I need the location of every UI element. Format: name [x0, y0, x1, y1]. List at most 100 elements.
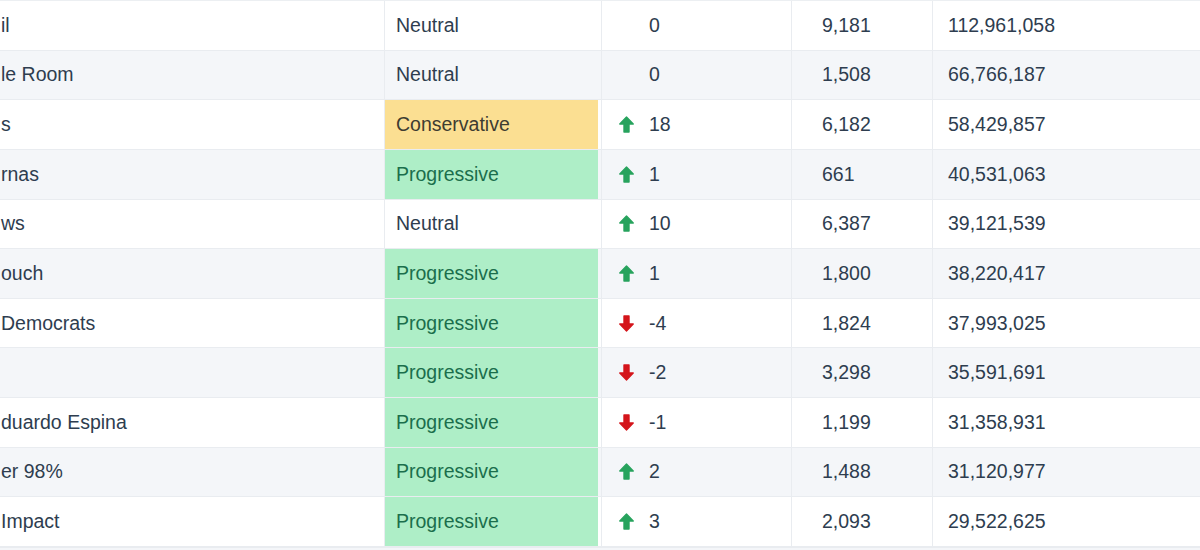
- reach-cell: 35,591,691: [932, 348, 1200, 397]
- interactions-cell: 6,182: [791, 100, 932, 149]
- reach-cell: 31,358,931: [932, 398, 1200, 447]
- interactions-cell: 6,387: [791, 200, 932, 249]
- change-value: 2: [649, 460, 660, 483]
- reach-cell: 38,220,417: [932, 249, 1200, 298]
- bias-cell: Progressive: [384, 249, 601, 298]
- table-row[interactable]: Impact Progressive 3 2,093 29,522,625: [0, 497, 1200, 547]
- change-value: -2: [649, 361, 666, 384]
- table-row[interactable]: wsNeutral106,38739,121,539: [0, 200, 1200, 250]
- change-value: 1: [649, 163, 660, 186]
- outlet-name: le Room: [1, 63, 74, 86]
- outlet-name: s: [1, 113, 11, 136]
- interactions-value: 2,093: [822, 510, 871, 533]
- interactions-cell: 1,488: [791, 448, 932, 497]
- outlet-name: Democrats: [1, 312, 95, 335]
- outlet-name: duardo Espina: [1, 411, 127, 434]
- bias-cell: Progressive: [384, 150, 601, 199]
- interactions-cell: 1,824: [791, 299, 932, 348]
- outlet-name: ouch: [1, 262, 43, 285]
- change-value: 1: [649, 262, 660, 285]
- outlet-name: ws: [1, 212, 25, 235]
- change-cell: 1: [601, 150, 791, 199]
- bias-cell: Progressive: [384, 497, 601, 546]
- change-cell: 1: [601, 249, 791, 298]
- bias-cell: Neutral: [384, 200, 601, 249]
- interactions-cell: 2,093: [791, 497, 932, 546]
- table-row[interactable]: ouch Progressive 1 1,80038,220,417: [0, 249, 1200, 299]
- interactions-value: 9,181: [822, 14, 871, 37]
- reach-value: 66,766,187: [948, 63, 1046, 86]
- reach-value: 40,531,063: [948, 163, 1046, 186]
- interactions-cell: 1,800: [791, 249, 932, 298]
- trend-down-icon: [619, 364, 649, 382]
- bias-cell: Conservative: [384, 100, 601, 149]
- table-row[interactable]: rnas Progressive 1 661 40,531,063: [0, 150, 1200, 200]
- table-row[interactable]: s Conservative186,182 58,429,857: [0, 100, 1200, 150]
- change-value: 3: [649, 510, 660, 533]
- change-cell: 0: [601, 1, 791, 50]
- interactions-value: 1,199: [822, 411, 871, 434]
- bias-cell: Progressive: [384, 348, 601, 397]
- reach-value: 29,522,625: [948, 510, 1046, 533]
- outlet-name: rnas: [1, 163, 39, 186]
- outlet-name-cell: le Room: [0, 51, 384, 100]
- reach-value: 39,121,539: [948, 212, 1046, 235]
- interactions-cell: 661: [791, 150, 932, 199]
- interactions-value: 1,508: [822, 63, 871, 86]
- outlet-name-cell: il: [0, 1, 384, 50]
- interactions-value: 6,387: [822, 212, 871, 235]
- change-cell: 0: [601, 51, 791, 100]
- outlet-name: er 98%: [1, 460, 63, 483]
- interactions-value: 661: [822, 163, 855, 186]
- reach-value: 31,120,977: [948, 460, 1046, 483]
- bias-label: Neutral: [385, 51, 598, 100]
- reach-value: 37,993,025: [948, 312, 1046, 335]
- outlet-name: il: [1, 14, 10, 37]
- bias-label: Progressive: [385, 249, 598, 298]
- reach-cell: 39,121,539: [932, 200, 1200, 249]
- interactions-cell: 1,508: [791, 51, 932, 100]
- trend-up-icon: [619, 116, 649, 134]
- table-row[interactable]: le Room Neutral 0 1,508 66,766,187: [0, 51, 1200, 101]
- bias-label: Neutral: [385, 200, 598, 249]
- outlet-name: Impact: [1, 510, 60, 533]
- trend-up-icon: [619, 165, 649, 183]
- change-value: -4: [649, 312, 666, 335]
- change-cell: -1: [601, 398, 791, 447]
- trend-up-icon: [619, 264, 649, 282]
- reach-cell: 37,993,025: [932, 299, 1200, 348]
- outlets-table: il Neutral 0 9,181 112,961,058 le Room Neutral…: [0, 0, 1200, 550]
- bias-cell: Progressive: [384, 299, 601, 348]
- reach-cell: 112,961,058: [932, 1, 1200, 50]
- outlet-name-cell: s: [0, 100, 384, 149]
- bias-cell: Neutral: [384, 51, 601, 100]
- reach-value: 31,358,931: [948, 411, 1046, 434]
- interactions-value: 1,488: [822, 460, 871, 483]
- table-row[interactable]: duardo EspinaProgressive-11,19931,358,93…: [0, 398, 1200, 448]
- table-row[interactable]: Progressive-23,29835,591,691: [0, 348, 1200, 398]
- bias-label: Progressive: [385, 150, 598, 199]
- trend-up-icon: [619, 513, 649, 531]
- table-row[interactable]: Democrats Progressive -4 1,824 37,993,025: [0, 299, 1200, 349]
- bias-label: Conservative: [385, 100, 598, 149]
- trend-up-icon: [619, 463, 649, 481]
- no-trend-spacer: [619, 16, 649, 34]
- reach-cell: 40,531,063: [932, 150, 1200, 199]
- reach-cell: 29,522,625: [932, 497, 1200, 546]
- reach-cell: 58,429,857: [932, 100, 1200, 149]
- change-value: 0: [649, 14, 660, 37]
- reach-value: 58,429,857: [948, 113, 1046, 136]
- reach-cell: 66,766,187: [932, 51, 1200, 100]
- change-value: 0: [649, 63, 660, 86]
- change-cell: -2: [601, 348, 791, 397]
- change-cell: 18: [601, 100, 791, 149]
- outlet-name-cell: ouch: [0, 249, 384, 298]
- bias-cell: Progressive: [384, 448, 601, 497]
- table-rows: il Neutral 0 9,181 112,961,058 le Room Neutral…: [0, 1, 1200, 547]
- table-row[interactable]: er 98% Progressive 2 1,488 31,120,977: [0, 448, 1200, 498]
- change-value: -1: [649, 411, 666, 434]
- interactions-cell: 9,181: [791, 1, 932, 50]
- bias-label: Neutral: [385, 1, 598, 50]
- table-row[interactable]: il Neutral 0 9,181 112,961,058: [0, 1, 1200, 51]
- trend-up-icon: [619, 215, 649, 233]
